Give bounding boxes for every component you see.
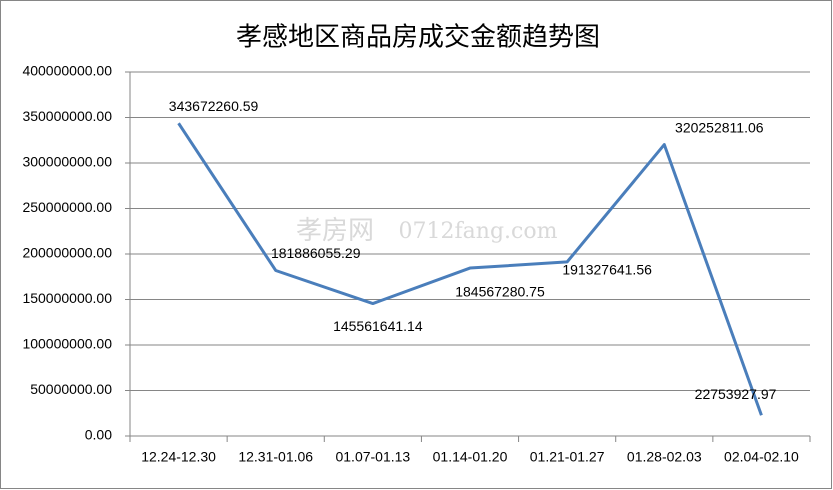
y-tick-label: 100000000.00: [22, 336, 112, 352]
y-tick-label: 250000000.00: [22, 199, 112, 215]
data-label: 184567280.75: [455, 284, 545, 300]
data-label: 191327641.56: [562, 262, 652, 278]
y-tick-label: 200000000.00: [22, 245, 112, 261]
watermark: 孝房网: [296, 216, 374, 246]
y-tick-label: 0.00: [85, 427, 112, 443]
y-tick-label: 150000000.00: [22, 290, 112, 306]
watermark: 0712fang.com: [399, 219, 558, 244]
data-label: 145561641.14: [333, 318, 423, 334]
y-tick-label: 50000000.00: [30, 381, 112, 397]
x-tick-label: 02.04-02.10: [724, 449, 799, 465]
x-tick-label: 12.24-12.30: [141, 449, 216, 465]
x-tick-label: 01.07-01.13: [335, 449, 410, 465]
line: [177, 122, 763, 416]
data-label: 343672260.59: [169, 98, 259, 114]
x-tick-label: 01.21-01.27: [530, 449, 605, 465]
y-tick-label: 400000000.00: [22, 63, 112, 79]
x-tick-label: 01.14-01.20: [433, 449, 508, 465]
x-tick-label: 12.31-01.06: [238, 449, 313, 465]
x-tick-label: 01.28-02.03: [627, 449, 702, 465]
data-label: 320252811.06: [675, 119, 764, 135]
data-label: 22753927.97: [695, 386, 777, 402]
data-label: 181886055.29: [271, 245, 361, 261]
y-tick-label: 300000000.00: [22, 154, 112, 170]
chart-title: 孝感地区商品房成交金额趋势图: [236, 23, 600, 53]
y-tick-label: 350000000.00: [22, 108, 112, 124]
